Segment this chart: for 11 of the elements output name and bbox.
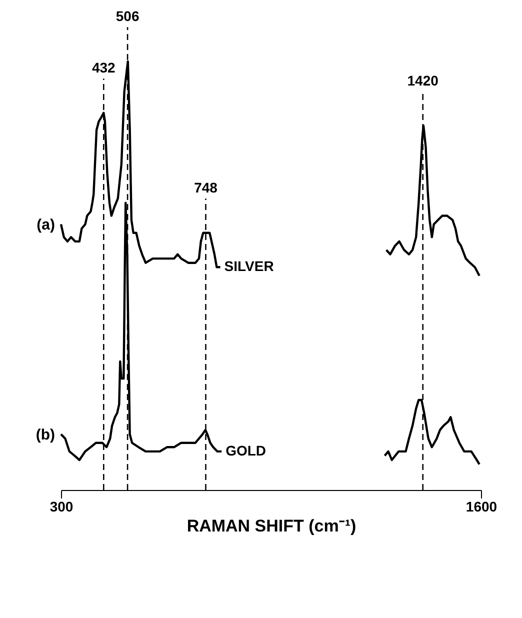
text: (a) [36, 216, 55, 234]
x-tick-label: 1600 [466, 498, 498, 514]
x-axis-title: RAMAN SHIFT (cm⁻¹) [186, 516, 356, 536]
series-label: SILVER [224, 258, 274, 274]
ref-line-label: 1420 [407, 72, 439, 88]
ref-line-label: 748 [194, 180, 218, 196]
text: (b) [36, 426, 55, 444]
ref-line-label: 506 [116, 8, 140, 24]
x-tick-label: 300 [50, 498, 74, 514]
series-label: GOLD [226, 442, 266, 458]
ref-line-label: 432 [92, 60, 116, 76]
